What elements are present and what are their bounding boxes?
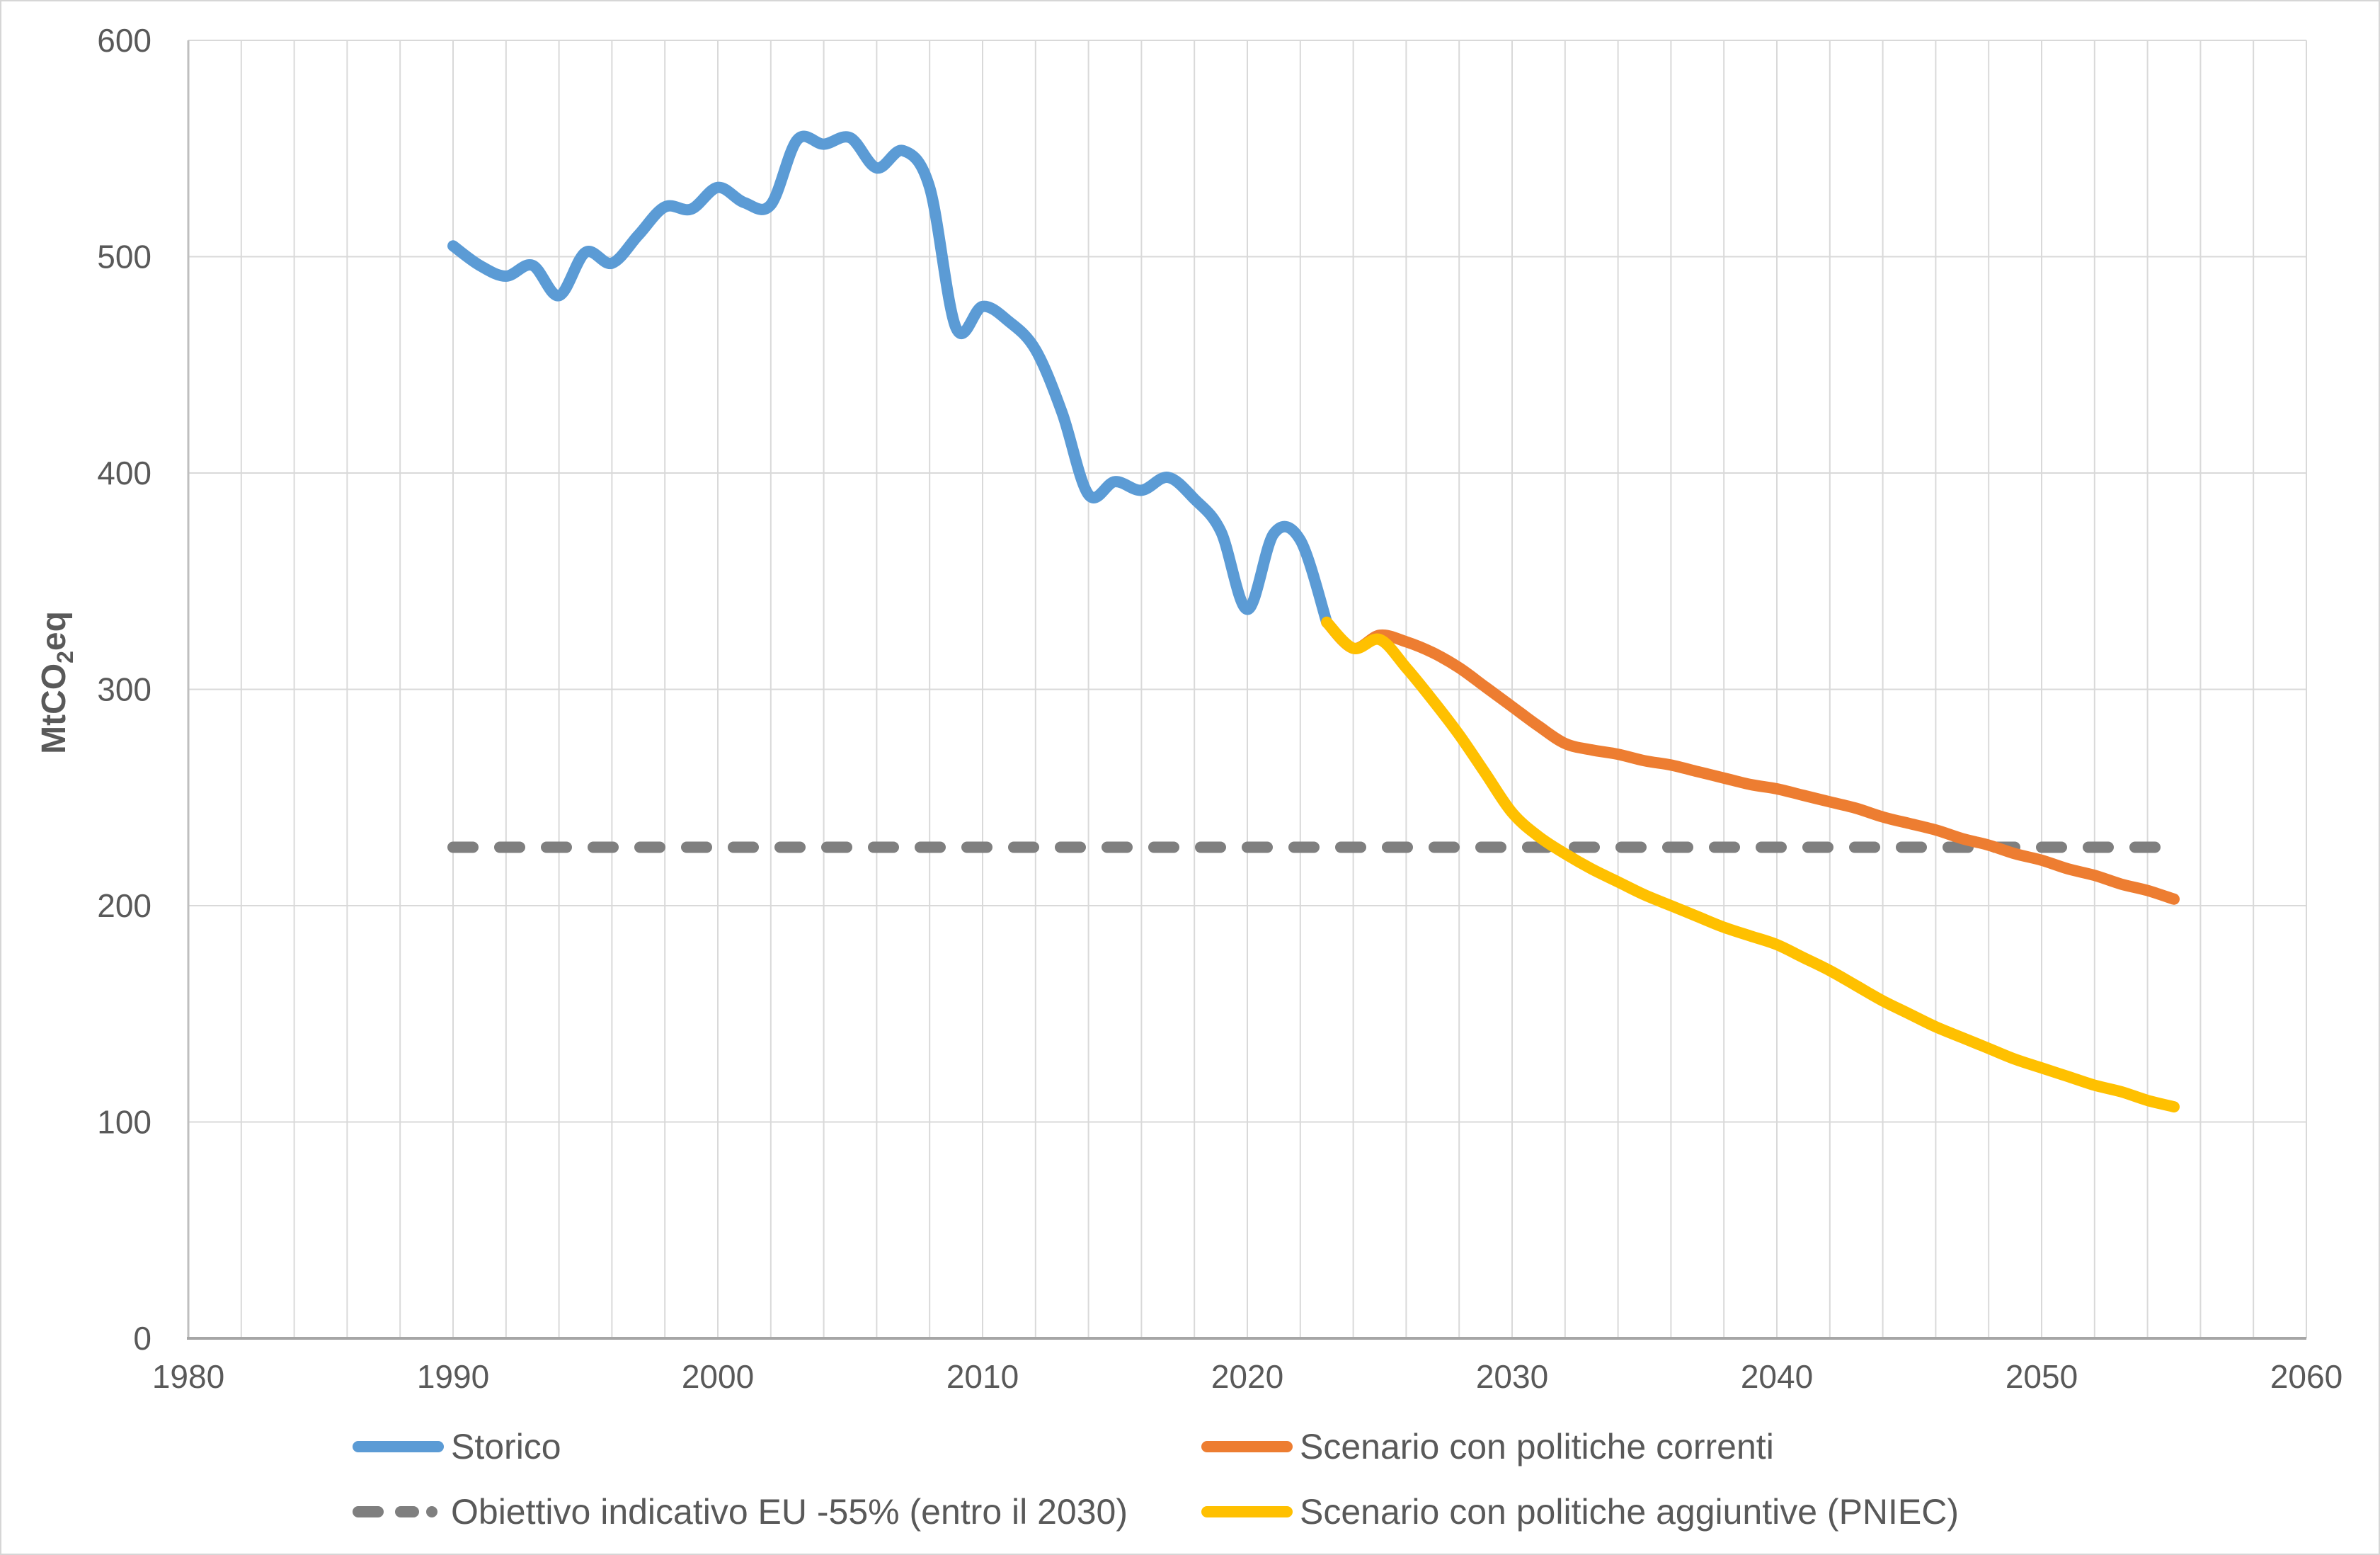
dash-segment (353, 1506, 384, 1517)
legend-swatch-storico (353, 1441, 444, 1452)
dash-segment (395, 1506, 419, 1517)
x-tick-label: 1990 (417, 1358, 489, 1395)
y-axis-title: MtCO2eq (35, 611, 79, 754)
y-tick-label: 400 (97, 455, 151, 491)
y-tick-label: 600 (97, 22, 151, 59)
x-tick-label: 2020 (1211, 1358, 1283, 1395)
dash-segment (426, 1506, 437, 1517)
x-tick-label: 1980 (152, 1358, 224, 1395)
y-tick-label: 100 (97, 1104, 151, 1141)
x-tick-label: 2010 (946, 1358, 1019, 1395)
x-tick-label: 2030 (1476, 1358, 1548, 1395)
y-tick-label: 300 (97, 671, 151, 708)
legend-item-politiche-aggiuntive: Scenario con politiche aggiuntive (PNIEC… (1201, 1492, 1959, 1532)
legend-swatch-politiche-correnti (1201, 1441, 1293, 1452)
legend-label-politiche-correnti: Scenario con politiche correnti (1300, 1427, 1774, 1466)
series-line-politiche-correnti (1321, 616, 2180, 905)
x-tick-label: 2040 (1741, 1358, 1813, 1395)
y-tick-label: 500 (97, 239, 151, 275)
series-line-storico (447, 130, 1333, 628)
x-tick-label: 2000 (682, 1358, 754, 1395)
legend-item-obiettivo-eu: Obiettivo indicativo EU -55% (entro il 2… (353, 1492, 1128, 1532)
legend-item-politiche-correnti: Scenario con politiche correnti (1201, 1427, 1774, 1466)
legend-label-politiche-aggiuntive: Scenario con politiche aggiuntive (PNIEC… (1300, 1492, 1960, 1532)
legend-swatch-politiche-aggiuntive (1201, 1506, 1293, 1517)
y-tick-label: 0 (133, 1320, 151, 1357)
legend-item-storico: Storico (353, 1427, 561, 1466)
y-axis-title-text: MtCO (35, 663, 74, 754)
legend-swatch-obiettivo-eu (353, 1506, 444, 1517)
legend-label-obiettivo-eu: Obiettivo indicativo EU -55% (entro il 2… (451, 1492, 1128, 1532)
x-tick-label: 2060 (2270, 1358, 2342, 1395)
y-axis-title-suffix: eq (35, 611, 74, 651)
y-axis-title-subscript: 2 (52, 651, 78, 663)
x-tick-label: 2050 (2006, 1358, 2078, 1395)
series-line-politiche-aggiuntive (1321, 616, 2180, 1113)
legend-label-storico: Storico (451, 1427, 561, 1466)
y-tick-label: 200 (97, 887, 151, 924)
